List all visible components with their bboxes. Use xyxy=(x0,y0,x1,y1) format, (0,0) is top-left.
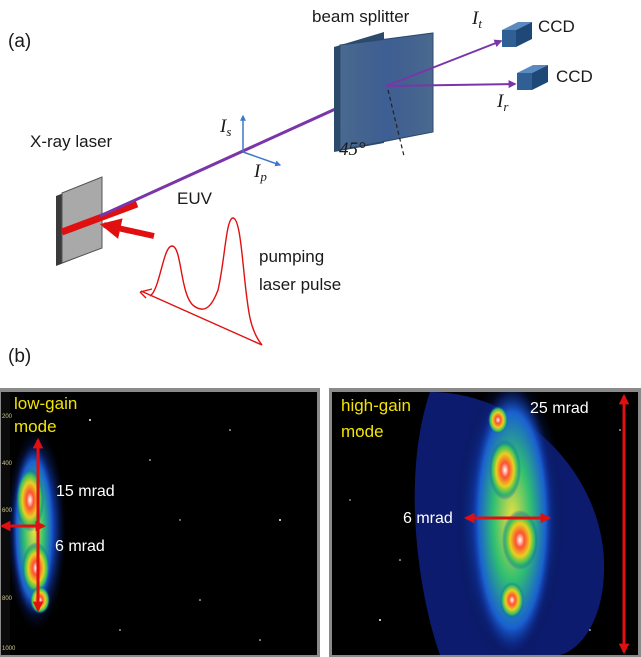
ccd-reflected-label: CCD xyxy=(556,67,593,86)
tick-label: 200 xyxy=(2,414,13,420)
low-gain-vertical-divergence: 15 mrad xyxy=(56,483,115,500)
low-gain-mode-label-line1: low-gain xyxy=(14,394,77,413)
angle-label: 45° xyxy=(339,139,366,160)
p-axis xyxy=(242,151,282,167)
normal-dashed-line xyxy=(387,89,405,157)
ccd-reflected xyxy=(517,65,548,90)
high-gain-vertical-divergence: 25 mrad xyxy=(530,400,589,417)
xray-laser-label: X-ray laser xyxy=(30,132,113,151)
high-gain-mode-label-line1: high-gain xyxy=(341,396,411,415)
tick-label: 600 xyxy=(2,508,13,514)
tick-label: 400 xyxy=(2,461,13,467)
panel-a-label: (a) xyxy=(8,31,31,52)
intensity-s-label: Is xyxy=(219,116,231,139)
pumping-label-line2: laser pulse xyxy=(259,275,341,294)
high-gain-mode-label-line2: mode xyxy=(341,422,384,441)
tick-label: 800 xyxy=(2,596,13,602)
high-gain-horizontal-divergence: 6 mrad xyxy=(403,510,453,527)
intensity-p-label: Ip xyxy=(253,161,267,184)
left-axis-ticks: 200 400 600 800 1000 xyxy=(2,414,16,652)
low-gain-image: 200 400 600 800 1000 xyxy=(0,388,320,657)
transmitted-beam xyxy=(385,39,503,87)
intensity-t-label: It xyxy=(471,8,482,31)
pump-arrow xyxy=(99,218,155,239)
beam-splitter-label: beam splitter xyxy=(312,7,410,26)
ccd-transmitted xyxy=(502,22,532,47)
euv-label: EUV xyxy=(177,189,213,208)
low-gain-mode-label-line2: mode xyxy=(14,417,57,436)
xray-laser-target xyxy=(56,176,139,266)
beam-splitter xyxy=(334,32,434,152)
reflected-beam xyxy=(385,80,517,89)
ccd-transmitted-label: CCD xyxy=(538,17,575,36)
low-gain-horizontal-divergence: 6 mrad xyxy=(55,538,105,555)
pumping-pulse-sketch xyxy=(139,217,263,346)
plasma-line xyxy=(60,200,139,236)
tick-label: 1000 xyxy=(2,646,16,652)
pumping-label-line1: pumping xyxy=(259,247,324,266)
high-gain-image xyxy=(329,388,641,657)
intensity-r-label: Ir xyxy=(496,91,509,114)
panel-b-label: (b) xyxy=(8,346,31,367)
polarization-axes xyxy=(240,114,282,167)
